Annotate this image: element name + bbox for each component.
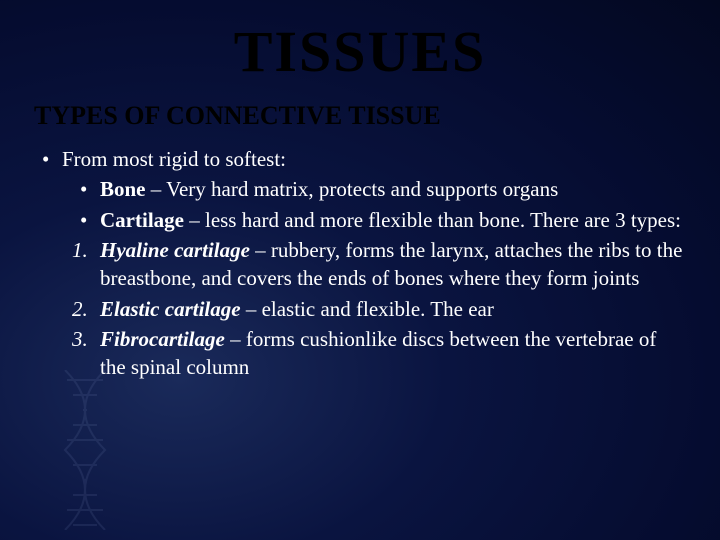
intro-text: From most rigid to softest:: [62, 147, 286, 171]
numbered-item: 3. Fibrocartilage – forms cushionlike di…: [34, 325, 686, 382]
desc: – elastic and flexible. The ear: [241, 297, 494, 321]
term: Fibrocartilage: [100, 327, 225, 351]
dna-decoration: [50, 370, 120, 530]
desc: – Very hard matrix, protects and support…: [146, 177, 559, 201]
term: Cartilage: [100, 208, 184, 232]
slide-title: TISSUES: [34, 18, 686, 85]
item-number: 3.: [72, 325, 88, 353]
item-number: 1.: [72, 236, 88, 264]
slide-subtitle: TYPES OF CONNECTIVE TISSUE: [34, 101, 686, 131]
term: Hyaline cartilage: [100, 238, 250, 262]
slide-content: From most rigid to softest: Bone – Very …: [34, 145, 686, 382]
intro-bullet: From most rigid to softest:: [34, 145, 686, 173]
slide-container: TISSUES TYPES OF CONNECTIVE TISSUE From …: [0, 0, 720, 540]
item-number: 2.: [72, 295, 88, 323]
list-item: Bone – Very hard matrix, protects and su…: [34, 175, 686, 203]
list-item: Cartilage – less hard and more flexible …: [34, 206, 686, 234]
numbered-item: 1. Hyaline cartilage – rubbery, forms th…: [34, 236, 686, 293]
term: Elastic cartilage: [100, 297, 241, 321]
term: Bone: [100, 177, 146, 201]
desc: – less hard and more flexible than bone.…: [184, 208, 681, 232]
numbered-item: 2. Elastic cartilage – elastic and flexi…: [34, 295, 686, 323]
